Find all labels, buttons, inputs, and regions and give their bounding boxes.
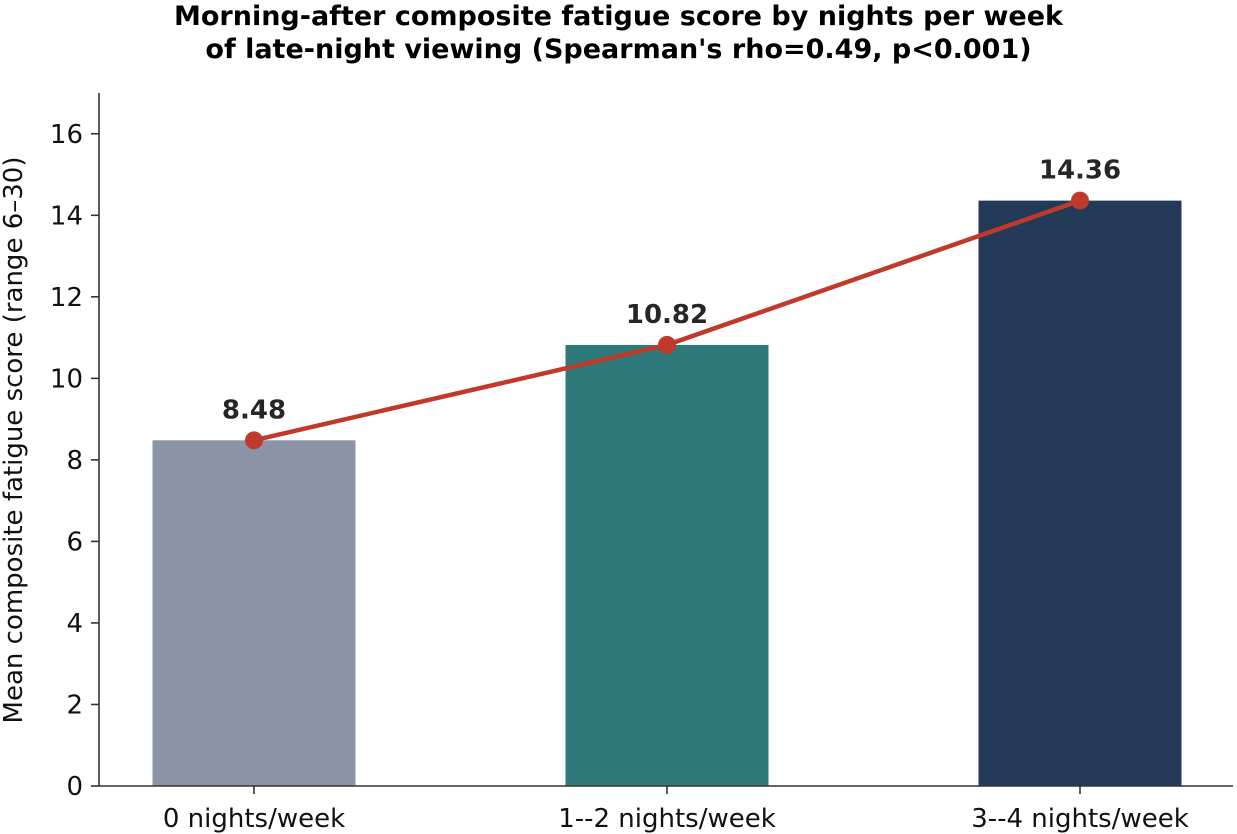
x-tick-label-0: 0 nights/week — [163, 804, 345, 834]
data-labels: 8.48 10.82 14.36 — [222, 156, 1121, 426]
data-label-0: 8.48 — [222, 395, 286, 425]
data-label-2: 14.36 — [1039, 156, 1121, 186]
y-axis-title: Mean composite fatigue score (range 6–30… — [0, 157, 29, 724]
trend-point-2 — [1071, 191, 1089, 210]
bar-1 — [565, 344, 769, 786]
y-tick-label-8: 16 — [50, 120, 83, 150]
bar-2 — [978, 200, 1182, 786]
trend-point-0 — [245, 431, 263, 450]
chart-title-line-1: Morning-after composite fatigue score by… — [173, 1, 1064, 32]
chart-title-line-2: of late-night viewing (Spearman's rho=0.… — [205, 34, 1032, 65]
x-tick-label-2: 3--4 nights/week — [971, 804, 1189, 834]
y-tick-label-0: 0 — [66, 772, 83, 802]
bars — [152, 200, 1182, 786]
y-tick-label-3: 6 — [66, 527, 83, 557]
y-tick-label-5: 10 — [50, 364, 83, 394]
data-label-1: 10.82 — [626, 300, 708, 330]
trend-point-1 — [658, 335, 676, 354]
y-tick-label-1: 2 — [66, 690, 83, 720]
y-tick-label-7: 14 — [50, 201, 83, 231]
y-tick-label-2: 4 — [66, 609, 83, 639]
y-tick-label-4: 8 — [66, 446, 83, 476]
trend-line-group — [245, 191, 1089, 450]
bar-0 — [152, 440, 356, 786]
chart-title: Morning-after composite fatigue score by… — [0, 0, 1237, 66]
x-tick-label-1: 1--2 nights/week — [558, 804, 776, 834]
axes: 0 2 4 6 8 10 12 14 16 0 nights/week 1--2 nights/we… — [50, 93, 1233, 834]
y-tick-label-6: 12 — [50, 283, 83, 313]
